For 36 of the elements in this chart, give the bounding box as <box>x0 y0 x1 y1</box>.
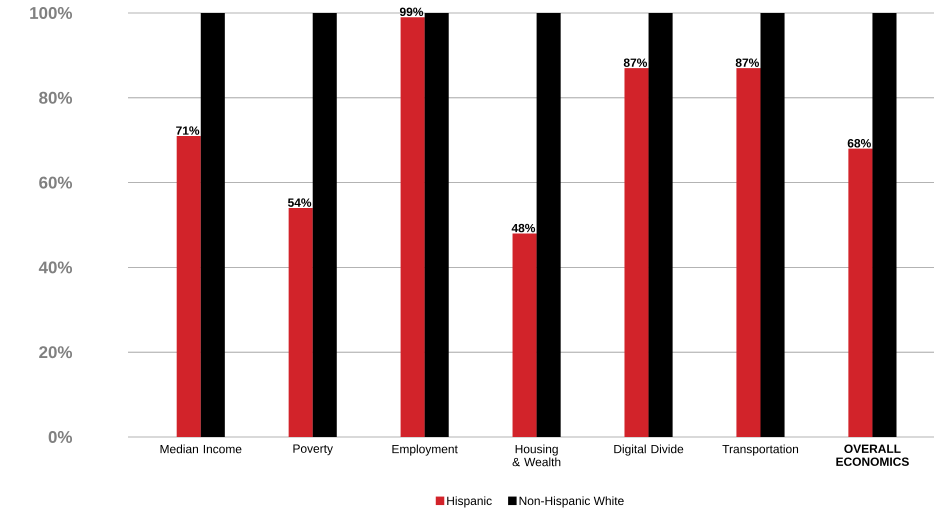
bar <box>848 148 872 437</box>
y-tick-label: 20% <box>39 346 72 358</box>
data-label: 99% <box>400 8 424 16</box>
bar <box>176 136 201 437</box>
bar <box>288 208 313 437</box>
bar <box>648 12 673 437</box>
x-tick-label: OVERALL ECONOMICS <box>836 444 909 466</box>
bar <box>624 68 649 437</box>
x-tick-label: Poverty <box>293 444 333 456</box>
data-label: 71% <box>176 126 200 135</box>
legend-label: Non-Hispanic White <box>520 496 624 508</box>
bar <box>536 12 561 437</box>
y-tick-label: 100% <box>30 7 72 19</box>
x-tick-label: Housing & Wealth <box>512 444 560 466</box>
bar <box>512 233 537 437</box>
bar <box>400 17 425 437</box>
data-label: 87% <box>624 58 648 67</box>
y-tick-label: 40% <box>38 261 72 274</box>
x-tick-label: Digital Divide <box>614 444 684 456</box>
y-tick-label: 80% <box>39 92 72 104</box>
y-tick-label: 60% <box>39 176 72 189</box>
bar <box>200 12 225 437</box>
y-tick-label: 0% <box>48 431 72 443</box>
x-tick-label: Transportation <box>722 444 798 456</box>
bar <box>872 12 897 437</box>
data-label: 87% <box>736 58 759 67</box>
data-label: 48% <box>512 224 536 232</box>
x-tick-label: Median Income <box>160 444 242 454</box>
data-label: 68% <box>848 139 871 148</box>
bar <box>736 68 760 437</box>
x-tick-label: Employment <box>392 444 458 456</box>
bar <box>760 12 785 437</box>
bar <box>424 12 449 437</box>
legend-label: Hispanic <box>447 496 492 508</box>
data-label: 54% <box>288 198 312 207</box>
bar <box>312 12 337 437</box>
